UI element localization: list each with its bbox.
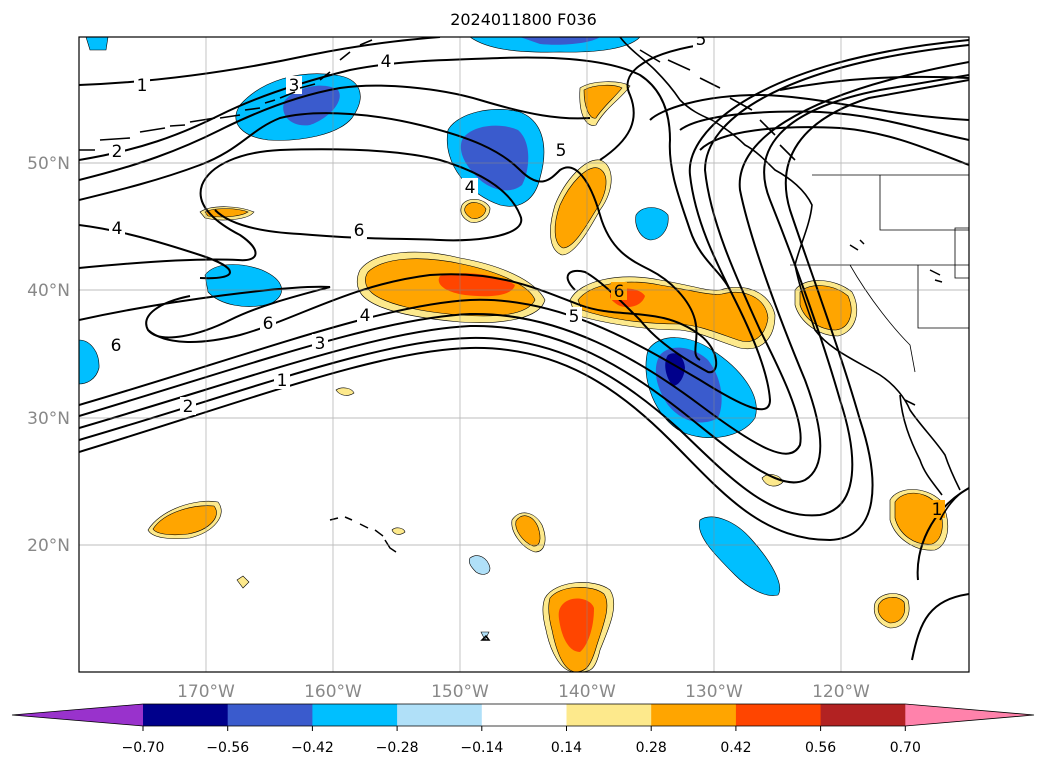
colorbar-tick-label: −0.42 [291, 740, 334, 756]
contour-label: 1 [137, 76, 148, 96]
navy-region [665, 353, 685, 386]
colorbar-tick-label: −0.28 [376, 740, 419, 756]
colorbar-segment [397, 704, 483, 726]
coastlines [79, 37, 969, 521]
colorbar-segment [481, 704, 567, 726]
colorbar-segment [820, 704, 906, 726]
orange-region [515, 515, 541, 547]
contour-label: 3 [289, 76, 300, 96]
darkblue-region [520, 37, 600, 45]
colorbar-segment [143, 704, 229, 726]
map-title: 2024011800 F036 [450, 10, 597, 29]
lat-tick-label: 40°N [27, 281, 70, 301]
blue-region [79, 339, 100, 385]
contour-label: 2 [183, 397, 194, 417]
contour-label: 5 [569, 307, 580, 327]
lon-tick-label: 140°W [558, 682, 616, 702]
colorbar-segment [566, 704, 652, 726]
contour-label: 6 [614, 282, 625, 302]
lon-tick-label: 170°W [177, 682, 235, 702]
colorbar-extend-low [12, 704, 143, 726]
contour-label: 6 [263, 314, 274, 334]
colorbar-tick-label: 0.14 [551, 740, 582, 756]
colorbar-tick-label: 0.70 [890, 740, 921, 756]
contour-lines [79, 37, 969, 661]
colorbar-tick-label: 0.28 [636, 740, 667, 756]
colorbar-extend-high [905, 704, 1034, 726]
blue-region [85, 37, 109, 51]
orange-region [236, 575, 250, 589]
orange-region [877, 597, 906, 624]
colorbar-segment [651, 704, 737, 726]
orange-region [391, 527, 406, 535]
red-region [558, 598, 594, 652]
colorbar-tick-label: 0.42 [720, 740, 751, 756]
map-frame [78, 36, 970, 673]
lat-tick-labels: 50°N 40°N 30°N 20°N [27, 154, 70, 556]
colorbar-tick-label: −0.70 [122, 740, 165, 756]
contour-label: 3 [315, 334, 326, 354]
lon-tick-label: 150°W [431, 682, 489, 702]
orange-region [152, 505, 217, 536]
orange-region [464, 202, 487, 219]
contour-label: 4 [465, 178, 476, 198]
contour-label: 4 [360, 306, 371, 326]
contour-label: 6 [354, 221, 365, 241]
colorbar-segment [312, 704, 398, 726]
contour-label: 2 [112, 142, 123, 162]
lat-tick-label: 20°N [27, 536, 70, 556]
state-borders [790, 174, 969, 373]
colorbar-tick-label: −0.56 [206, 740, 249, 756]
contour-labels: 1 2 3 4 4 6 5 5 6 6 4 3 1 2 [108, 30, 945, 520]
graticule [79, 37, 969, 672]
orange-region [335, 387, 355, 396]
blue-region [635, 207, 669, 241]
lon-tick-label: 130°W [685, 682, 743, 702]
contour-label: 6 [111, 336, 122, 356]
blue-region [698, 516, 780, 596]
contour-label: 5 [556, 141, 567, 161]
contour-label: 1 [932, 500, 943, 520]
colorbar-segment [735, 704, 822, 726]
contour-label: 4 [112, 219, 123, 239]
lon-tick-label: 120°W [812, 682, 870, 702]
colorbar-tick-label: 0.56 [805, 740, 836, 756]
contour-label: 5 [696, 30, 707, 50]
lon-tick-labels: 170°W 160°W 150°W 140°W 130°W 120°W [177, 682, 870, 702]
orange-region [583, 84, 623, 119]
contour-label: 1 [277, 371, 288, 391]
colorbar-tick-label: −0.14 [460, 740, 503, 756]
lat-tick-label: 50°N [27, 154, 70, 174]
contour-label: 4 [381, 52, 392, 72]
orange-region [799, 285, 852, 331]
lon-tick-label: 160°W [304, 682, 362, 702]
colorbar: −0.70 −0.56 −0.42 −0.28 −0.14 0.14 0.28 0.42 0.5… [11, 703, 1035, 756]
islands [329, 239, 943, 641]
lat-tick-label: 30°N [27, 409, 70, 429]
lightblue-region [468, 555, 491, 575]
colorbar-segment [227, 704, 313, 726]
